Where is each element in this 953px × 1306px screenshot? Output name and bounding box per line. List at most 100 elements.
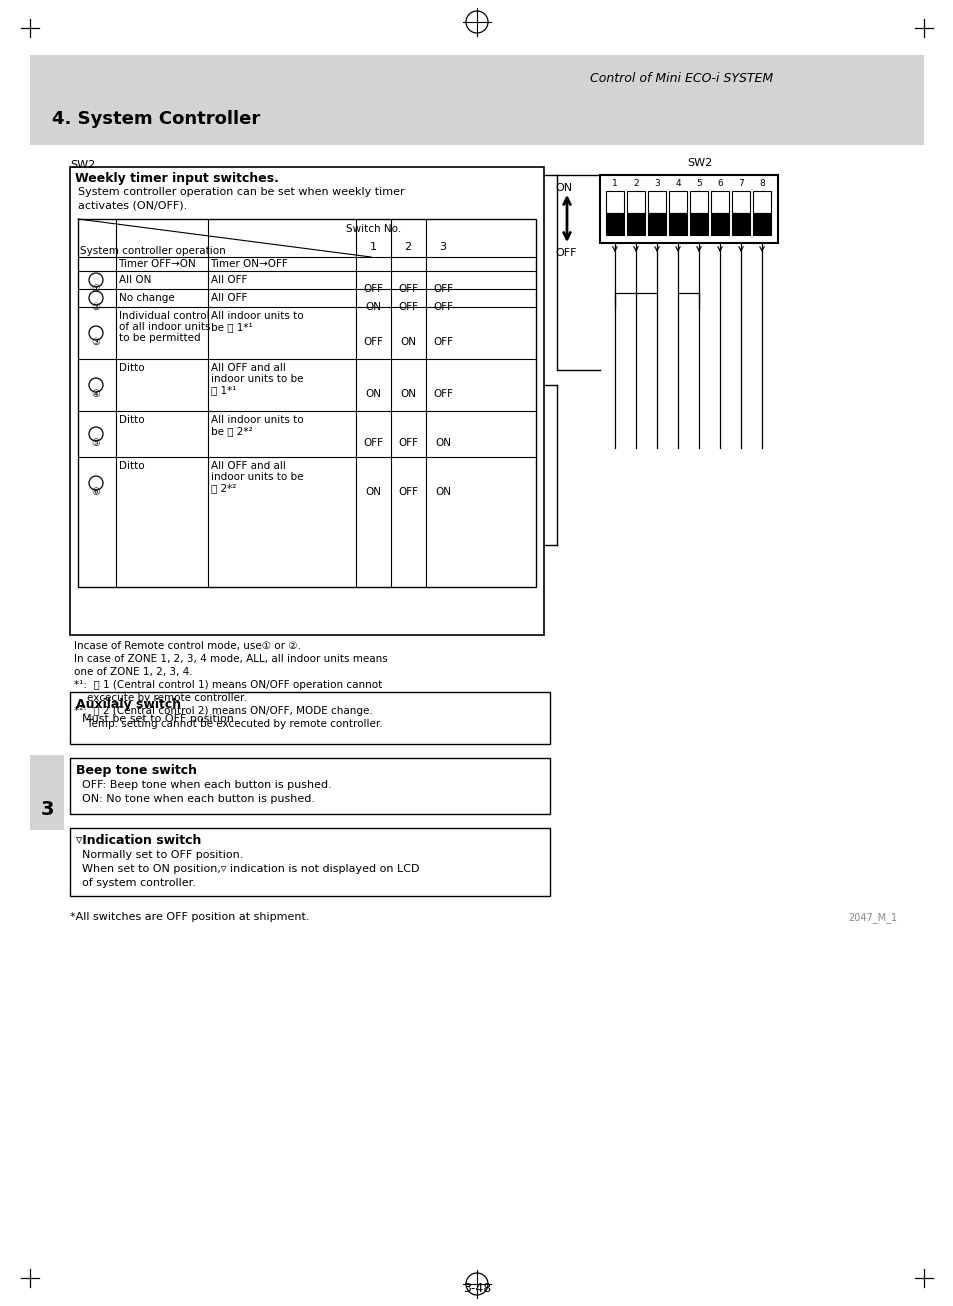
Text: ON: ON [365,487,380,498]
Text: Weekly timer input switches.: Weekly timer input switches. [75,172,278,185]
Text: Incase of Remote control mode, use① or ②.: Incase of Remote control mode, use① or ②… [74,641,300,650]
Text: 1: 1 [612,179,618,188]
Text: OFF: OFF [433,302,453,312]
Text: All OFF and all: All OFF and all [211,363,286,374]
Bar [668,213,686,235]
Text: OFF: OFF [397,283,417,294]
Bar [710,213,728,235]
Text: 4: 4 [675,179,680,188]
Text: to be permitted: to be permitted [119,333,200,343]
Text: ⑤: ⑤ [91,438,100,448]
Text: ON: ON [399,337,416,347]
Text: ②: ② [91,302,100,312]
Text: Normally set to OFF position.: Normally set to OFF position. [82,850,243,859]
Text: 6: 6 [717,179,722,188]
Text: When set to ON position,▿ indication is not displayed on LCD: When set to ON position,▿ indication is … [82,865,419,874]
Text: ⓳ 1*¹: ⓳ 1*¹ [211,385,236,394]
Bar [70,692,550,744]
Text: Temp. setting cannot be excecuted by remote controller.: Temp. setting cannot be excecuted by rem… [74,720,382,729]
Text: OFF: OFF [363,337,382,347]
Bar [731,213,749,235]
Text: OFF: OFF [433,389,453,400]
Text: 4. System Controller: 4. System Controller [52,110,260,128]
Text: Timer OFF→ON: Timer OFF→ON [118,259,195,269]
Text: one of ZONE 1, 2, 3, 4.: one of ZONE 1, 2, 3, 4. [74,667,193,677]
Text: System controller operation can be set when weekly timer: System controller operation can be set w… [78,187,404,197]
Text: of all indoor units: of all indoor units [119,323,211,332]
Text: All OFF: All OFF [211,276,247,285]
Bar [78,219,536,586]
Text: ON: ON [399,389,416,400]
Text: OFF: OFF [433,337,453,347]
Text: All indoor units to: All indoor units to [211,311,303,321]
Text: Switch No.: Switch No. [346,225,401,234]
Text: 8: 8 [759,179,764,188]
Bar [599,175,778,243]
Bar [752,191,770,213]
Text: 3-48: 3-48 [462,1282,491,1296]
Text: 5: 5 [696,179,701,188]
Text: All ON: All ON [119,276,152,285]
Text: Auxilaly switch: Auxilaly switch [76,697,181,710]
Bar [626,191,644,213]
Bar [710,191,728,213]
Text: activates (ON/OFF).: activates (ON/OFF). [78,200,187,210]
Text: OFF: OFF [397,487,417,498]
Text: ▿Indication switch: ▿Indication switch [76,835,201,848]
Bar [668,191,686,213]
Text: 2047_M_1: 2047_M_1 [847,912,896,923]
Text: OFF: OFF [397,438,417,448]
Text: In case of ZONE 1, 2, 3, 4 mode, ALL, all indoor units means: In case of ZONE 1, 2, 3, 4 mode, ALL, al… [74,654,387,663]
Bar [647,213,665,235]
Bar [70,757,550,814]
Text: be ⓳ 1*¹: be ⓳ 1*¹ [211,323,253,332]
Text: SW2: SW2 [687,158,712,168]
Text: OFF: OFF [555,248,576,259]
Text: ⓳ 2*²: ⓳ 2*² [211,483,236,492]
Text: ON: ON [555,183,572,193]
Text: ON: No tone when each button is pushed.: ON: No tone when each button is pushed. [82,794,314,804]
Text: 3: 3 [654,179,659,188]
Bar [70,167,543,635]
Bar [689,213,707,235]
Text: ④: ④ [91,389,100,400]
Text: Must be set to OFF position.: Must be set to OFF position. [82,714,237,724]
Bar [30,755,64,831]
Text: OFF: Beep tone when each button is pushed.: OFF: Beep tone when each button is pushe… [82,780,332,790]
Text: *²:  ⓳ 2 (Central control 2) means ON/OFF, MODE change.: *²: ⓳ 2 (Central control 2) means ON/OFF… [74,707,373,716]
Bar [30,55,923,145]
Text: *¹:  ⓳ 1 (Central control 1) means ON/OFF operation cannot: *¹: ⓳ 1 (Central control 1) means ON/OFF… [74,680,382,690]
Text: ①: ① [91,283,100,294]
Text: No change: No change [119,293,174,303]
Text: indoor units to be: indoor units to be [211,374,303,384]
Text: ③: ③ [91,337,100,347]
Text: All indoor units to: All indoor units to [211,415,303,424]
Text: Timer ON→OFF: Timer ON→OFF [210,259,288,269]
Text: OFF: OFF [363,283,382,294]
Text: OFF: OFF [397,302,417,312]
Bar [752,213,770,235]
Text: of system controller.: of system controller. [82,878,195,888]
Bar [689,191,707,213]
Text: *All switches are OFF position at shipment.: *All switches are OFF position at shipme… [70,912,309,922]
Text: 7: 7 [738,179,743,188]
Text: 2: 2 [404,242,411,252]
Text: ON: ON [435,438,451,448]
Text: indoor units to be: indoor units to be [211,471,303,482]
Text: Control of Mini ECO-i SYSTEM: Control of Mini ECO-i SYSTEM [589,72,772,85]
Text: All OFF: All OFF [211,293,247,303]
Text: Ditto: Ditto [119,415,145,424]
Bar [70,828,550,896]
Text: Ditto: Ditto [119,461,145,471]
Text: OFF: OFF [433,283,453,294]
Text: be ⓳ 2*²: be ⓳ 2*² [211,426,253,436]
Text: ON: ON [365,302,380,312]
Text: Beep tone switch: Beep tone switch [76,764,196,777]
Bar [605,213,623,235]
Text: ON: ON [435,487,451,498]
Text: SW2: SW2 [70,161,95,170]
Bar [731,191,749,213]
Bar [647,191,665,213]
Text: ⑥: ⑥ [91,487,100,498]
Text: OFF: OFF [363,438,382,448]
